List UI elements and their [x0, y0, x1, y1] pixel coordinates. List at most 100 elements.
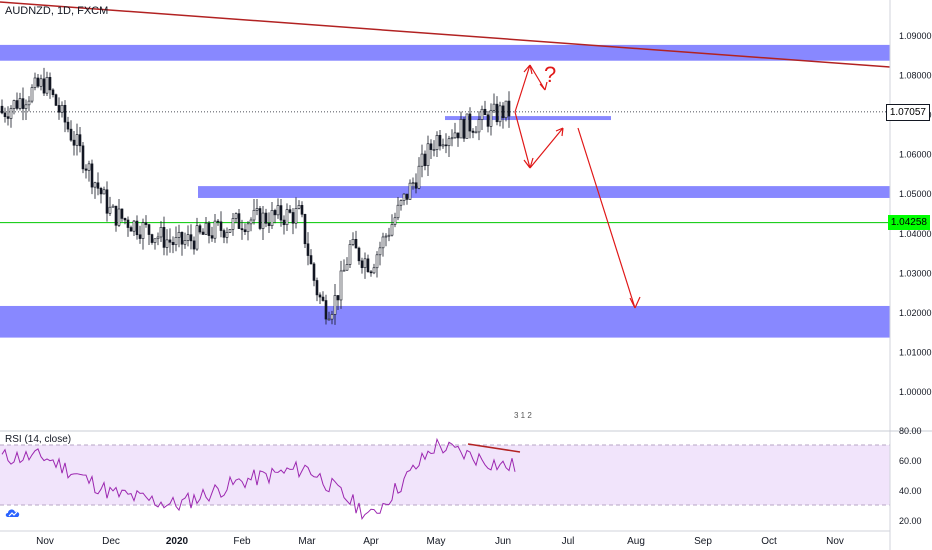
- price-tick-label: 1.08000: [899, 71, 932, 81]
- candle-body: [264, 212, 268, 224]
- price-panel[interactable]: ? 3 1 2: [0, 1, 891, 420]
- candle-body: [321, 296, 325, 301]
- candle-body: [456, 132, 460, 139]
- candle-body: [282, 219, 286, 226]
- rsi-tick-label: 60.00: [899, 456, 922, 466]
- candle-body: [0, 105, 4, 114]
- candle-body: [450, 137, 454, 140]
- candle-body: [276, 205, 280, 216]
- candle-body: [330, 314, 334, 320]
- price-tick-label: 1.06000: [899, 150, 932, 160]
- candle-body: [108, 206, 112, 214]
- candle-body: [63, 104, 67, 123]
- candle-body: [195, 225, 199, 250]
- candle-body: [483, 108, 487, 116]
- candle-body: [438, 135, 442, 147]
- candle-body: [381, 236, 385, 249]
- candle-body: [42, 78, 46, 94]
- candle-body: [12, 100, 16, 109]
- candle-body: [294, 208, 298, 224]
- question-mark: ?: [544, 62, 556, 87]
- candle-body: [162, 227, 166, 248]
- candle-body: [126, 219, 130, 228]
- candle-body: [207, 222, 211, 236]
- candle-body: [231, 218, 235, 230]
- candle-body: [219, 221, 223, 231]
- candle-body: [387, 234, 391, 237]
- candle-body: [147, 224, 151, 235]
- chart-title: AUDNZD, 1D, FXCM: [5, 5, 109, 17]
- time-tick-label: Jun: [495, 536, 511, 547]
- candle-body: [9, 108, 13, 119]
- candle-body: [363, 258, 367, 269]
- candle-body: [111, 205, 115, 208]
- candle-body: [372, 267, 376, 274]
- descending-trendline: [0, 1, 891, 68]
- price-tick-label: 1.09000: [899, 31, 932, 41]
- candle-body: [312, 263, 316, 281]
- rsi-tick-label: 20.00: [899, 516, 922, 526]
- candle-body: [141, 222, 145, 239]
- candle-body: [51, 89, 55, 95]
- candle-body: [252, 209, 256, 221]
- candle-body: [459, 119, 463, 139]
- candle-body: [504, 100, 508, 118]
- candle-body: [267, 223, 271, 227]
- candle-body: [45, 77, 49, 94]
- candle-body: [453, 132, 457, 139]
- candle-body: [480, 108, 484, 120]
- time-tick-label: Nov: [36, 536, 54, 547]
- candle-body: [258, 208, 262, 229]
- candle-body: [177, 231, 181, 238]
- time-tick-label: Apr: [363, 536, 379, 547]
- candle-body: [54, 94, 58, 106]
- candle-body: [66, 121, 70, 130]
- candle-body: [333, 295, 337, 315]
- candle-body: [360, 260, 364, 269]
- candle-body: [375, 254, 379, 269]
- price-tick-label: 1.02000: [899, 308, 932, 318]
- candle-body: [180, 231, 184, 245]
- candle-body: [228, 229, 232, 233]
- candle-body: [273, 210, 277, 216]
- horizontal-line-price-tag: 1.04258: [887, 214, 930, 230]
- candle-body: [72, 139, 76, 146]
- candle-body: [225, 232, 229, 238]
- candle-body: [285, 209, 289, 226]
- candle-body: [477, 119, 481, 133]
- candle-body: [315, 280, 319, 296]
- candle-body: [462, 119, 466, 139]
- candle-body: [3, 112, 7, 117]
- price-tick-label: 1.03000: [899, 268, 932, 278]
- price-tick-label: 1.05000: [899, 189, 932, 199]
- price-tick-label: 1.00000: [899, 387, 932, 397]
- candle-body: [156, 236, 160, 240]
- candle-body: [300, 205, 304, 215]
- candle-body: [441, 144, 445, 147]
- time-tick-label: 2020: [166, 536, 189, 547]
- candle-body: [48, 77, 52, 91]
- candle-body: [132, 220, 136, 232]
- candle-body: [378, 247, 382, 256]
- candle-body: [216, 220, 220, 223]
- candle-body: [6, 116, 10, 119]
- candle-body: [249, 219, 253, 225]
- candle-body: [474, 131, 478, 134]
- candle-body: [348, 244, 352, 265]
- candle-body: [204, 222, 208, 235]
- support-zone-mid: [198, 186, 890, 198]
- candle-body: [174, 237, 178, 246]
- candle-body: [318, 294, 322, 298]
- candle-body: [303, 214, 307, 245]
- pattern-badge: 3 1 2: [514, 411, 532, 420]
- candle-body: [186, 234, 190, 241]
- candle-body: [465, 113, 469, 139]
- rsi-panel[interactable]: [0, 437, 890, 521]
- rsi-line: [1, 437, 516, 521]
- tradingview-cloud-icon[interactable]: [4, 506, 22, 520]
- candle-body: [87, 163, 91, 171]
- candle-body: [468, 113, 472, 132]
- candle-body: [144, 222, 148, 225]
- candle-body: [288, 209, 292, 213]
